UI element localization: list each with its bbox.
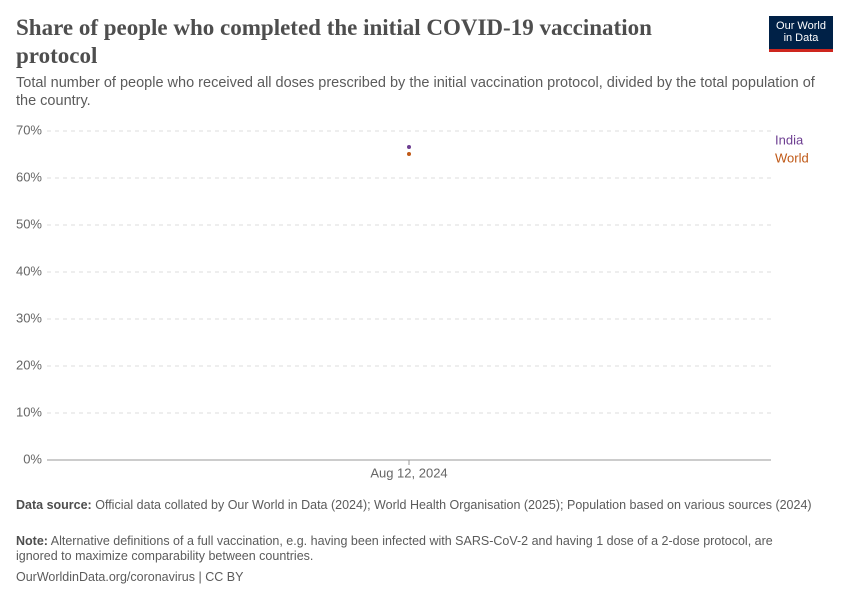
y-tick-label: 50%	[16, 216, 42, 231]
note-text: Alternative definitions of a full vaccin…	[16, 534, 773, 563]
source-label: Data source:	[16, 498, 92, 512]
y-tick-label: 20%	[16, 357, 42, 372]
y-tick-label: 30%	[16, 310, 42, 325]
logo-line: Our World	[776, 20, 826, 32]
point	[407, 152, 411, 157]
y-tick-label: 70%	[16, 122, 42, 137]
y-tick-label: 40%	[16, 263, 42, 278]
y-tick-label: 60%	[16, 169, 42, 184]
y-tick-label: 0%	[23, 451, 42, 466]
note-label: Note:	[16, 534, 48, 548]
point	[407, 144, 411, 149]
chart-subtitle: Total number of people who received all …	[16, 75, 815, 109]
source-text: Official data collated by Our World in D…	[95, 498, 812, 512]
y-tick-label: 10%	[16, 404, 42, 419]
legend-label: India	[775, 132, 804, 147]
footer[interactable]: OurWorldinData.org/coronavirus | CC BY	[16, 570, 244, 584]
logo-line: in Data	[783, 32, 819, 44]
legend-label: World	[775, 150, 809, 165]
x-tick-label: Aug 12, 2024	[370, 465, 447, 480]
chart: 0% 10% 20% 30% 40% 50% 60% 70% Aug 12, 2024 India…	[16, 122, 809, 480]
note: Note: Alternative definitions of a full …	[16, 534, 816, 564]
logo[interactable]: Our World in Data	[769, 16, 833, 52]
source: Data source: Official data collated by O…	[16, 498, 816, 513]
chart-title: Share of people who completed the initia…	[16, 15, 652, 68]
